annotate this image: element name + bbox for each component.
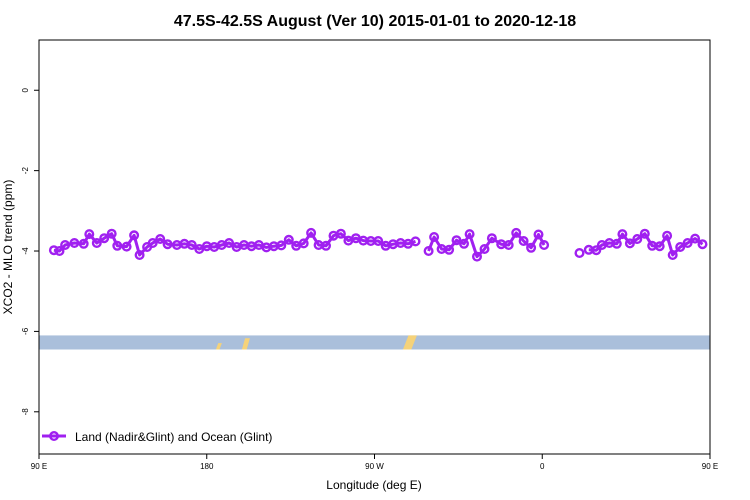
data-point xyxy=(697,239,708,250)
data-point xyxy=(335,228,346,239)
data-point xyxy=(129,230,140,241)
data-point xyxy=(48,245,59,256)
land-patch xyxy=(215,343,222,350)
data-point xyxy=(639,228,650,239)
legend: Land (Nadir&Glint) and Ocean (Glint) xyxy=(42,430,272,444)
data-point xyxy=(617,229,628,240)
data-point xyxy=(283,234,294,245)
data-point xyxy=(276,240,287,251)
y-tick-label: -2 xyxy=(21,167,30,175)
data-point xyxy=(511,227,522,238)
data-point xyxy=(472,251,483,262)
data-point xyxy=(106,228,117,239)
y-tick-label: 0 xyxy=(21,87,30,92)
data-point xyxy=(518,235,529,246)
data-point xyxy=(682,237,693,248)
data-point xyxy=(632,233,643,244)
y-axis-label: XCO2 - MLO trend (ppm) xyxy=(1,180,15,315)
data-point xyxy=(155,233,166,244)
data-point xyxy=(667,249,678,260)
data-point xyxy=(60,239,71,250)
data-point xyxy=(611,238,622,249)
data-point xyxy=(662,230,673,241)
data-point xyxy=(121,241,132,252)
data-point xyxy=(423,245,434,256)
data-point xyxy=(654,241,665,252)
data-point xyxy=(147,237,158,248)
data-point xyxy=(464,229,475,240)
legend-entry-label: Land (Nadir&Glint) and Ocean (Glint) xyxy=(75,430,272,444)
data-point xyxy=(306,227,317,238)
data-point xyxy=(486,233,497,244)
data-point xyxy=(410,236,421,247)
data-point xyxy=(459,238,470,249)
y-tick-label: -6 xyxy=(21,327,30,335)
x-tick-label: 90 E xyxy=(702,462,718,471)
data-point xyxy=(84,229,95,240)
data-point xyxy=(186,239,197,250)
data-point xyxy=(321,240,332,251)
legend-marker-swatch xyxy=(49,431,60,442)
land-ocean-band xyxy=(39,335,710,350)
data-point xyxy=(503,239,514,250)
data-point xyxy=(91,237,102,248)
data-point xyxy=(373,235,384,246)
y-tick-label: -8 xyxy=(21,408,30,416)
x-tick-label: 90 E xyxy=(31,462,47,471)
x-tick-label: 90 W xyxy=(365,462,384,471)
data-point xyxy=(162,239,173,250)
x-tick-label: 180 xyxy=(200,462,214,471)
data-point xyxy=(526,242,537,253)
data-point xyxy=(539,239,550,250)
data-point xyxy=(78,238,89,249)
data-point xyxy=(533,229,544,240)
x-tick-label: 0 xyxy=(540,462,545,471)
data-point xyxy=(479,243,490,254)
data-point xyxy=(624,238,635,249)
data-point xyxy=(69,237,80,248)
data-point xyxy=(54,245,65,256)
y-axis: 0 -2 -4 -6 -8 xyxy=(21,87,39,415)
data-point xyxy=(675,241,686,252)
data-point xyxy=(591,245,602,256)
data-point xyxy=(444,244,455,255)
y-tick-label: -4 xyxy=(21,247,30,255)
data-point xyxy=(134,249,145,260)
data-point xyxy=(690,233,701,244)
data-point xyxy=(99,233,110,244)
x-axis-label: Longitude (deg E) xyxy=(326,478,421,492)
data-point xyxy=(224,237,235,248)
series-layer xyxy=(48,227,708,262)
x-axis: 90 E 180 90 W 0 90 E xyxy=(31,454,718,471)
land-patch xyxy=(402,335,417,350)
data-point xyxy=(574,247,585,258)
data-point xyxy=(451,235,462,246)
ocean-band xyxy=(39,335,710,350)
data-point xyxy=(112,240,123,251)
data-point xyxy=(298,238,309,249)
land-patch xyxy=(241,338,250,350)
data-point xyxy=(429,231,440,242)
chart-title: 47.5S-42.5S August (Ver 10) 2015-01-01 t… xyxy=(174,13,576,30)
